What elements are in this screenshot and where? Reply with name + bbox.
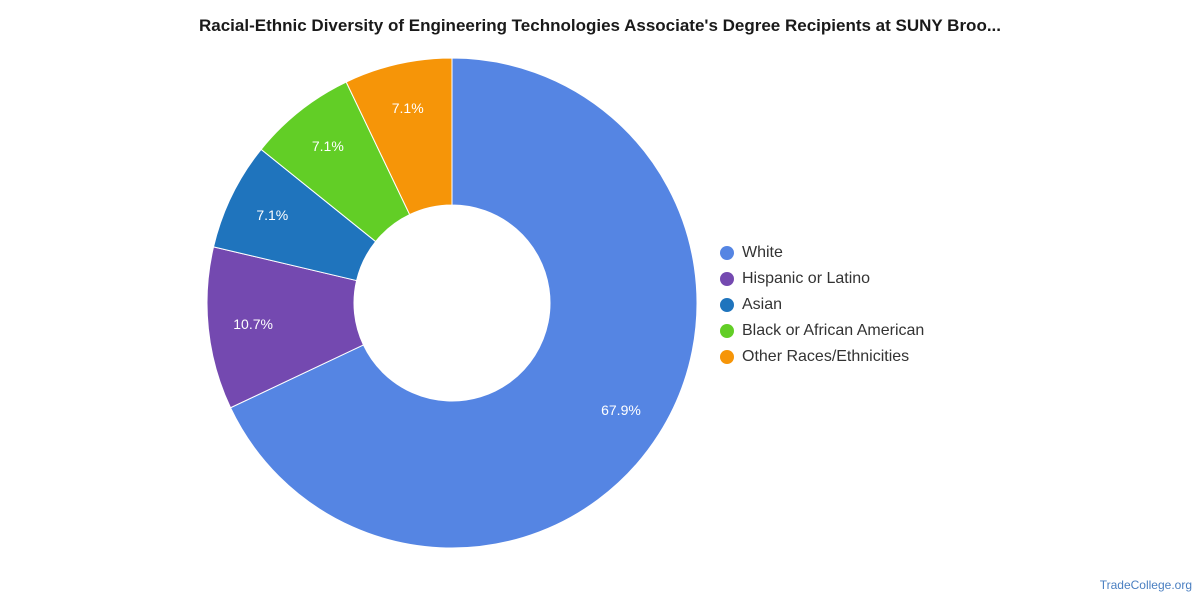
donut-slice-other-races-ethnicities[interactable] [345, 57, 453, 216]
legend-item[interactable]: Other Races/Ethnicities [720, 344, 924, 370]
legend-label: Other Races/Ethnicities [742, 348, 910, 365]
slice-data-label: 7.1% [392, 100, 424, 116]
chart-legend: White Hispanic or Latino Asian Black or Afr… [720, 240, 924, 370]
slice-data-label: 7.1% [256, 207, 288, 223]
legend-label: Black or African American [742, 322, 925, 339]
donut-slice-white[interactable] [229, 57, 698, 549]
legend-swatch-icon [720, 298, 734, 312]
legend-item[interactable]: Asian [720, 292, 924, 318]
legend-item[interactable]: Black or African American [720, 318, 924, 344]
legend-swatch-icon [720, 350, 734, 364]
watermark-link[interactable]: TradeCollege.org [1099, 578, 1192, 592]
slice-data-label: 10.7% [233, 316, 273, 332]
slice-data-label: 67.9% [601, 402, 641, 418]
legend-swatch-icon [720, 324, 734, 338]
legend-item[interactable]: Hispanic or Latino [720, 266, 924, 292]
donut-slice-hispanic-or-latino[interactable] [206, 246, 365, 409]
legend-label: White [742, 244, 783, 261]
legend-label: Hispanic or Latino [742, 270, 871, 287]
legend-item[interactable]: White [720, 240, 924, 266]
chart-title: Racial-Ethnic Diversity of Engineering T… [199, 16, 1001, 35]
legend-swatch-icon [720, 246, 734, 260]
legend-label: Asian [742, 296, 783, 313]
slice-data-label: 7.1% [312, 138, 344, 154]
legend-swatch-icon [720, 272, 734, 286]
